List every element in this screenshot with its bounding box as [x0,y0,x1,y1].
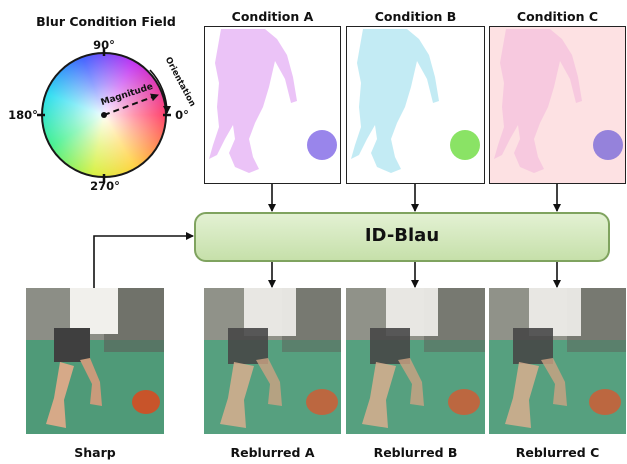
player-shorts [370,328,410,364]
condition-a-blob [307,130,337,160]
condition-c-silhouette [490,27,625,183]
player-leg-left [220,362,254,428]
sharp-label: Sharp [74,445,116,460]
id-blau-block [194,212,610,262]
player-leg-right [256,358,282,406]
condition-a-silhouette [205,27,340,183]
condition-b-label: Condition B [374,9,457,24]
reblurred-b-image [346,288,485,434]
reblurred-c-label: Reblurred C [515,445,600,460]
player-shorts [54,328,90,362]
condition-b-silhouette [347,27,484,183]
wheel-center-fade [41,52,167,178]
reblurred-a-label: Reblurred A [230,445,315,460]
player-leg-left [46,362,74,428]
reblurred-c-image [489,288,626,434]
player-leg-right [398,358,424,406]
sharp-image [26,288,164,434]
reblurred-a-image [204,288,341,434]
condition-c-map [489,26,626,184]
basketball [589,389,621,415]
basketball [306,389,338,415]
condition-b-person [351,29,439,173]
condition-b-blob [450,130,480,160]
wheel-label-0: 0° [175,108,189,122]
player-shorts [513,328,553,364]
condition-c-person [494,29,582,173]
condition-c-label: Condition C [516,9,599,24]
player-leg-right [80,358,102,406]
player-shirt [70,288,118,334]
player-shorts [228,328,268,364]
condition-c-blob [593,130,623,160]
basketball [132,390,160,414]
condition-b-map [346,26,485,184]
reblurred-c-scene [489,288,626,434]
orientation-label: Orientation [162,55,198,109]
sharp-scene [26,288,164,434]
condition-a-label: Condition A [231,9,314,24]
condition-a-person [209,29,297,173]
player-leg-left [362,362,396,428]
reblurred-a-scene [204,288,341,434]
player-leg-right [541,358,567,406]
reblurred-b-label: Reblurred B [373,445,458,460]
basketball [448,389,480,415]
wheel-label-90: 90° [93,38,115,52]
wheel-title: Blur Condition Field [36,14,176,29]
condition-a-map [204,26,341,184]
id-blau-label: ID-Blau [364,225,440,246]
wheel-label-180: 180° [8,108,38,122]
wheel-label-270: 270° [90,179,120,193]
arrow-sharp-to-model [93,232,194,288]
reblurred-b-scene [346,288,485,434]
player-leg-left [505,362,539,428]
